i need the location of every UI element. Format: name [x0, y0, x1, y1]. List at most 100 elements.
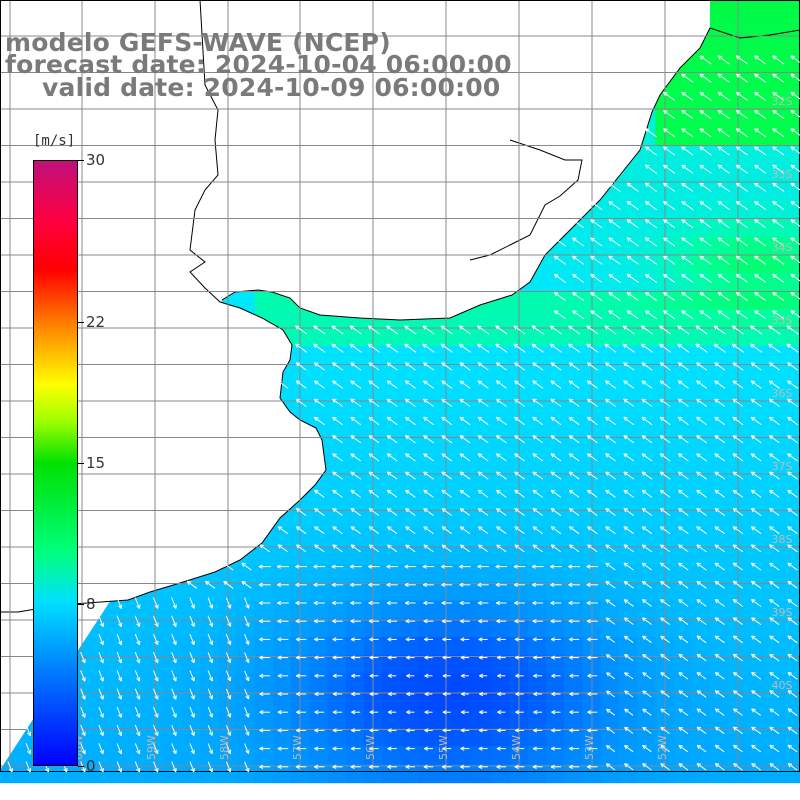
wind-arrow [80, 724, 86, 737]
field-cell [728, 491, 747, 511]
field-cell [782, 400, 800, 420]
field-cell [709, 546, 729, 565]
wind-arrow [787, 526, 798, 535]
wind-arrow [623, 416, 635, 426]
wind-arrow [586, 398, 598, 407]
wind-arrow [696, 526, 707, 535]
field-cell [491, 527, 511, 547]
wind-arrow [495, 343, 508, 353]
wind-arrow [677, 362, 689, 371]
wind-arrow [514, 380, 525, 389]
wind-arrow [460, 728, 470, 733]
wind-arrow [368, 600, 380, 606]
field-cell [400, 673, 420, 693]
wind-arrow [153, 725, 159, 736]
field-cell [691, 54, 711, 74]
field-cell [728, 109, 747, 128]
field-cell [273, 764, 292, 784]
wind-arrow [732, 690, 743, 698]
field-cell [473, 382, 492, 401]
wind-arrow [586, 343, 599, 353]
wind-arrow [386, 489, 398, 498]
wind-arrow [532, 619, 543, 624]
wind-arrow [531, 564, 544, 569]
field-cell [382, 345, 401, 365]
field-cell [618, 600, 638, 620]
wind-arrow [387, 710, 397, 715]
wind-arrow [641, 398, 653, 407]
wind-arrow [441, 398, 453, 407]
wind-arrow [441, 600, 452, 606]
wind-arrow [769, 708, 780, 716]
field-cell [673, 364, 693, 383]
colorbar-tick-label: 22 [86, 313, 106, 331]
wind-arrow [405, 544, 416, 553]
field-cell [400, 709, 420, 729]
field-cell [345, 673, 365, 693]
wind-arrow [441, 582, 453, 587]
field-cell [564, 527, 583, 547]
wind-arrow [714, 726, 725, 735]
field-cell [91, 691, 110, 711]
field-cell [345, 327, 365, 347]
field-cell [764, 382, 784, 401]
latitude-label: 39S [772, 606, 793, 619]
wind-arrow [171, 725, 177, 736]
wind-arrow [659, 544, 671, 553]
wind-arrow [332, 453, 343, 462]
field-cell [709, 327, 729, 347]
wind-arrow [424, 655, 433, 660]
field-cell [673, 127, 693, 147]
wind-arrow [750, 471, 762, 480]
wind-arrow [660, 672, 670, 680]
wind-arrow [641, 580, 652, 589]
wind-arrow [423, 600, 434, 606]
field-cell [527, 728, 547, 747]
wind-arrow [641, 489, 653, 498]
wind-arrow [677, 471, 689, 480]
wind-arrow [314, 526, 325, 535]
wind-arrow [533, 691, 543, 697]
wind-arrow [514, 416, 525, 426]
wind-arrow [495, 325, 508, 335]
field-cell [709, 436, 729, 456]
field-cell [546, 345, 565, 365]
field-cell [455, 546, 474, 565]
wind-arrow [189, 633, 195, 646]
wind-arrow [569, 655, 580, 660]
wind-arrow [386, 343, 399, 353]
wind-arrow [513, 343, 526, 353]
wind-arrow [641, 599, 652, 607]
field-cell [36, 764, 56, 784]
field-cell [782, 509, 800, 529]
wind-arrow [642, 672, 652, 680]
wind-arrow [605, 489, 616, 498]
field-cell [618, 291, 638, 310]
wind-arrow [586, 471, 598, 480]
field-cell [709, 72, 729, 92]
wind-arrow [769, 526, 780, 535]
field-cell [600, 491, 620, 511]
wind-arrow [423, 453, 434, 462]
wind-arrow [550, 398, 562, 407]
field-cell [655, 764, 674, 784]
field-cell [236, 691, 256, 711]
field-cell [345, 728, 365, 747]
field-cell [709, 455, 729, 474]
field-cell [691, 728, 711, 747]
colorbar-tick-mark [78, 604, 84, 605]
wind-arrow [696, 726, 707, 735]
field-cell [673, 327, 693, 347]
wind-arrow [677, 453, 689, 462]
wind-arrow [459, 526, 471, 535]
field-cell [527, 327, 547, 347]
wind-arrow [532, 453, 544, 462]
wind-arrow [550, 471, 562, 480]
field-cell [200, 655, 219, 674]
field-cell [564, 473, 583, 492]
wind-arrow [624, 654, 634, 662]
wind-arrow [659, 489, 671, 498]
wind-arrow [751, 635, 762, 644]
field-cell [564, 564, 583, 583]
latitude-label: 36S [772, 387, 793, 400]
